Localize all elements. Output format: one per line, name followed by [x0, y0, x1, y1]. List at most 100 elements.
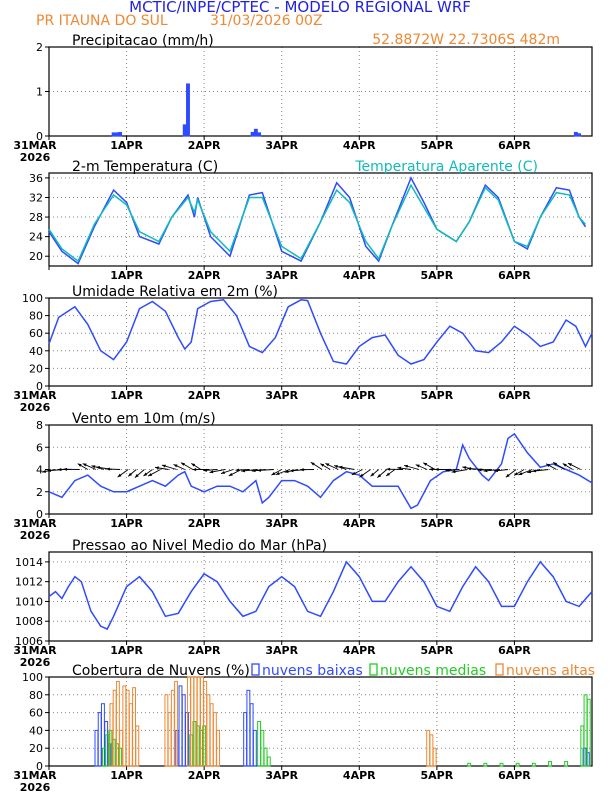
bar [178, 685, 183, 767]
panel-title: Vento em 10m (m/s) [72, 411, 216, 427]
x-tick-label: 5APR [421, 389, 454, 402]
y-tick-label: 0 [36, 130, 43, 143]
series-line [48, 432, 593, 510]
bar [185, 712, 189, 767]
wind-arrowhead [553, 462, 558, 466]
wind-arrowhead [567, 463, 572, 467]
station-name: PR ITAUNA DO SUL [36, 13, 168, 29]
x-tick-label: 1APR [110, 389, 143, 402]
bar [249, 703, 254, 767]
x-tick-label: 4APR [343, 517, 376, 530]
y-tick-label: 1006 [15, 635, 43, 648]
bar [128, 703, 133, 767]
wind-arrowhead [117, 473, 122, 478]
bar [135, 725, 140, 767]
x-start-label: 31MAR [13, 389, 57, 402]
y-tick-label: 1008 [15, 615, 43, 628]
wind-arrowhead [203, 468, 207, 472]
y-tick-label: 80 [29, 689, 43, 702]
wind-arrowhead [128, 472, 133, 477]
y-tick-label: 4 [36, 464, 43, 477]
run-time: 31/03/2026 00Z [210, 13, 323, 29]
x-tick-label: 5APR [421, 517, 454, 530]
legend-swatch [369, 663, 378, 676]
x-tick-label: 1APR [110, 269, 143, 282]
bar [216, 729, 221, 767]
series-line [48, 560, 593, 631]
y-tick-label: 2 [36, 486, 43, 499]
wind-arrowhead [467, 467, 472, 471]
wind-arrowhead [338, 465, 343, 469]
x-tick-label: 3APR [265, 644, 298, 657]
wind-arrowhead [77, 463, 82, 467]
bar [170, 689, 175, 767]
series-line [48, 183, 587, 263]
wind-arrowhead [209, 470, 214, 474]
legend-swatch [495, 663, 504, 676]
bar [483, 762, 488, 767]
bar [243, 712, 248, 767]
x-start-year: 2026 [20, 401, 51, 414]
wind-arrowhead [483, 469, 488, 473]
bar [257, 721, 262, 767]
x-start-year: 2026 [20, 781, 51, 792]
wind-arrowhead [334, 465, 339, 469]
panel-title: 2-m Temperatura (C) [72, 159, 218, 175]
plot-frame [48, 172, 593, 267]
wind-arrowhead [271, 472, 276, 476]
bar [499, 762, 504, 767]
bar [97, 712, 102, 767]
x-tick-label: 3APR [265, 389, 298, 402]
legend-label: nuvens altas [506, 663, 595, 679]
x-tick-label: 3APR [265, 269, 298, 282]
wind-arrowhead [143, 472, 148, 476]
bar [429, 734, 434, 767]
y-tick-label: 0 [36, 508, 43, 521]
bar [564, 761, 569, 767]
legend-label: Temperatura Aparente (C) [354, 159, 538, 175]
bar [246, 689, 251, 767]
panel-title: Cobertura de Nuvens (%) [72, 663, 250, 679]
panel-title: Umidade Relativa em 2m (%) [72, 284, 278, 300]
bar [182, 124, 187, 137]
legend-swatch [251, 663, 260, 676]
y-tick-label: 0 [36, 760, 43, 773]
wind-arrowhead [415, 464, 420, 468]
x-tick-label: 5APR [421, 644, 454, 657]
x-start-label: 31MAR [13, 139, 57, 152]
bar [212, 712, 217, 767]
x-tick-label: 1APR [110, 517, 143, 530]
wind-arrowhead [462, 466, 467, 470]
wind-arrowhead [82, 463, 87, 467]
x-tick-label: 4APR [343, 769, 376, 782]
bar [250, 131, 255, 137]
wind-arrowhead [359, 473, 364, 477]
wind-arrowhead [134, 474, 139, 478]
bar [432, 747, 437, 767]
x-tick-label: 2APR [188, 644, 221, 657]
y-tick-label: 100 [22, 292, 43, 305]
wind-arrowhead [505, 473, 510, 478]
panel-mslp: 1006 1008 1010 1012 1014 1APR 2APR 3APR 4APR 5APR… [13, 538, 593, 669]
bar [586, 698, 591, 767]
x-tick-label: 6APR [498, 389, 531, 402]
wind-arrowhead [477, 468, 482, 472]
bar [573, 131, 578, 137]
y-tick-label: 40 [29, 724, 43, 737]
wind-arrowhead [57, 468, 62, 472]
y-tick-label: 60 [29, 707, 43, 720]
wind-arrowhead [63, 467, 67, 471]
bar [174, 680, 179, 767]
wind-arrowhead [191, 463, 196, 467]
x-tick-label: 5APR [421, 269, 454, 282]
wind-arrowhead [91, 465, 96, 469]
y-tick-label: 0 [36, 380, 43, 393]
x-tick-label: 2APR [188, 389, 221, 402]
wind-arrowhead [445, 468, 450, 472]
wind-arrowhead [289, 469, 294, 473]
y-tick-label: 36 [29, 172, 43, 185]
wind-arrowhead [47, 468, 51, 473]
y-tick-label: 32 [29, 191, 43, 204]
